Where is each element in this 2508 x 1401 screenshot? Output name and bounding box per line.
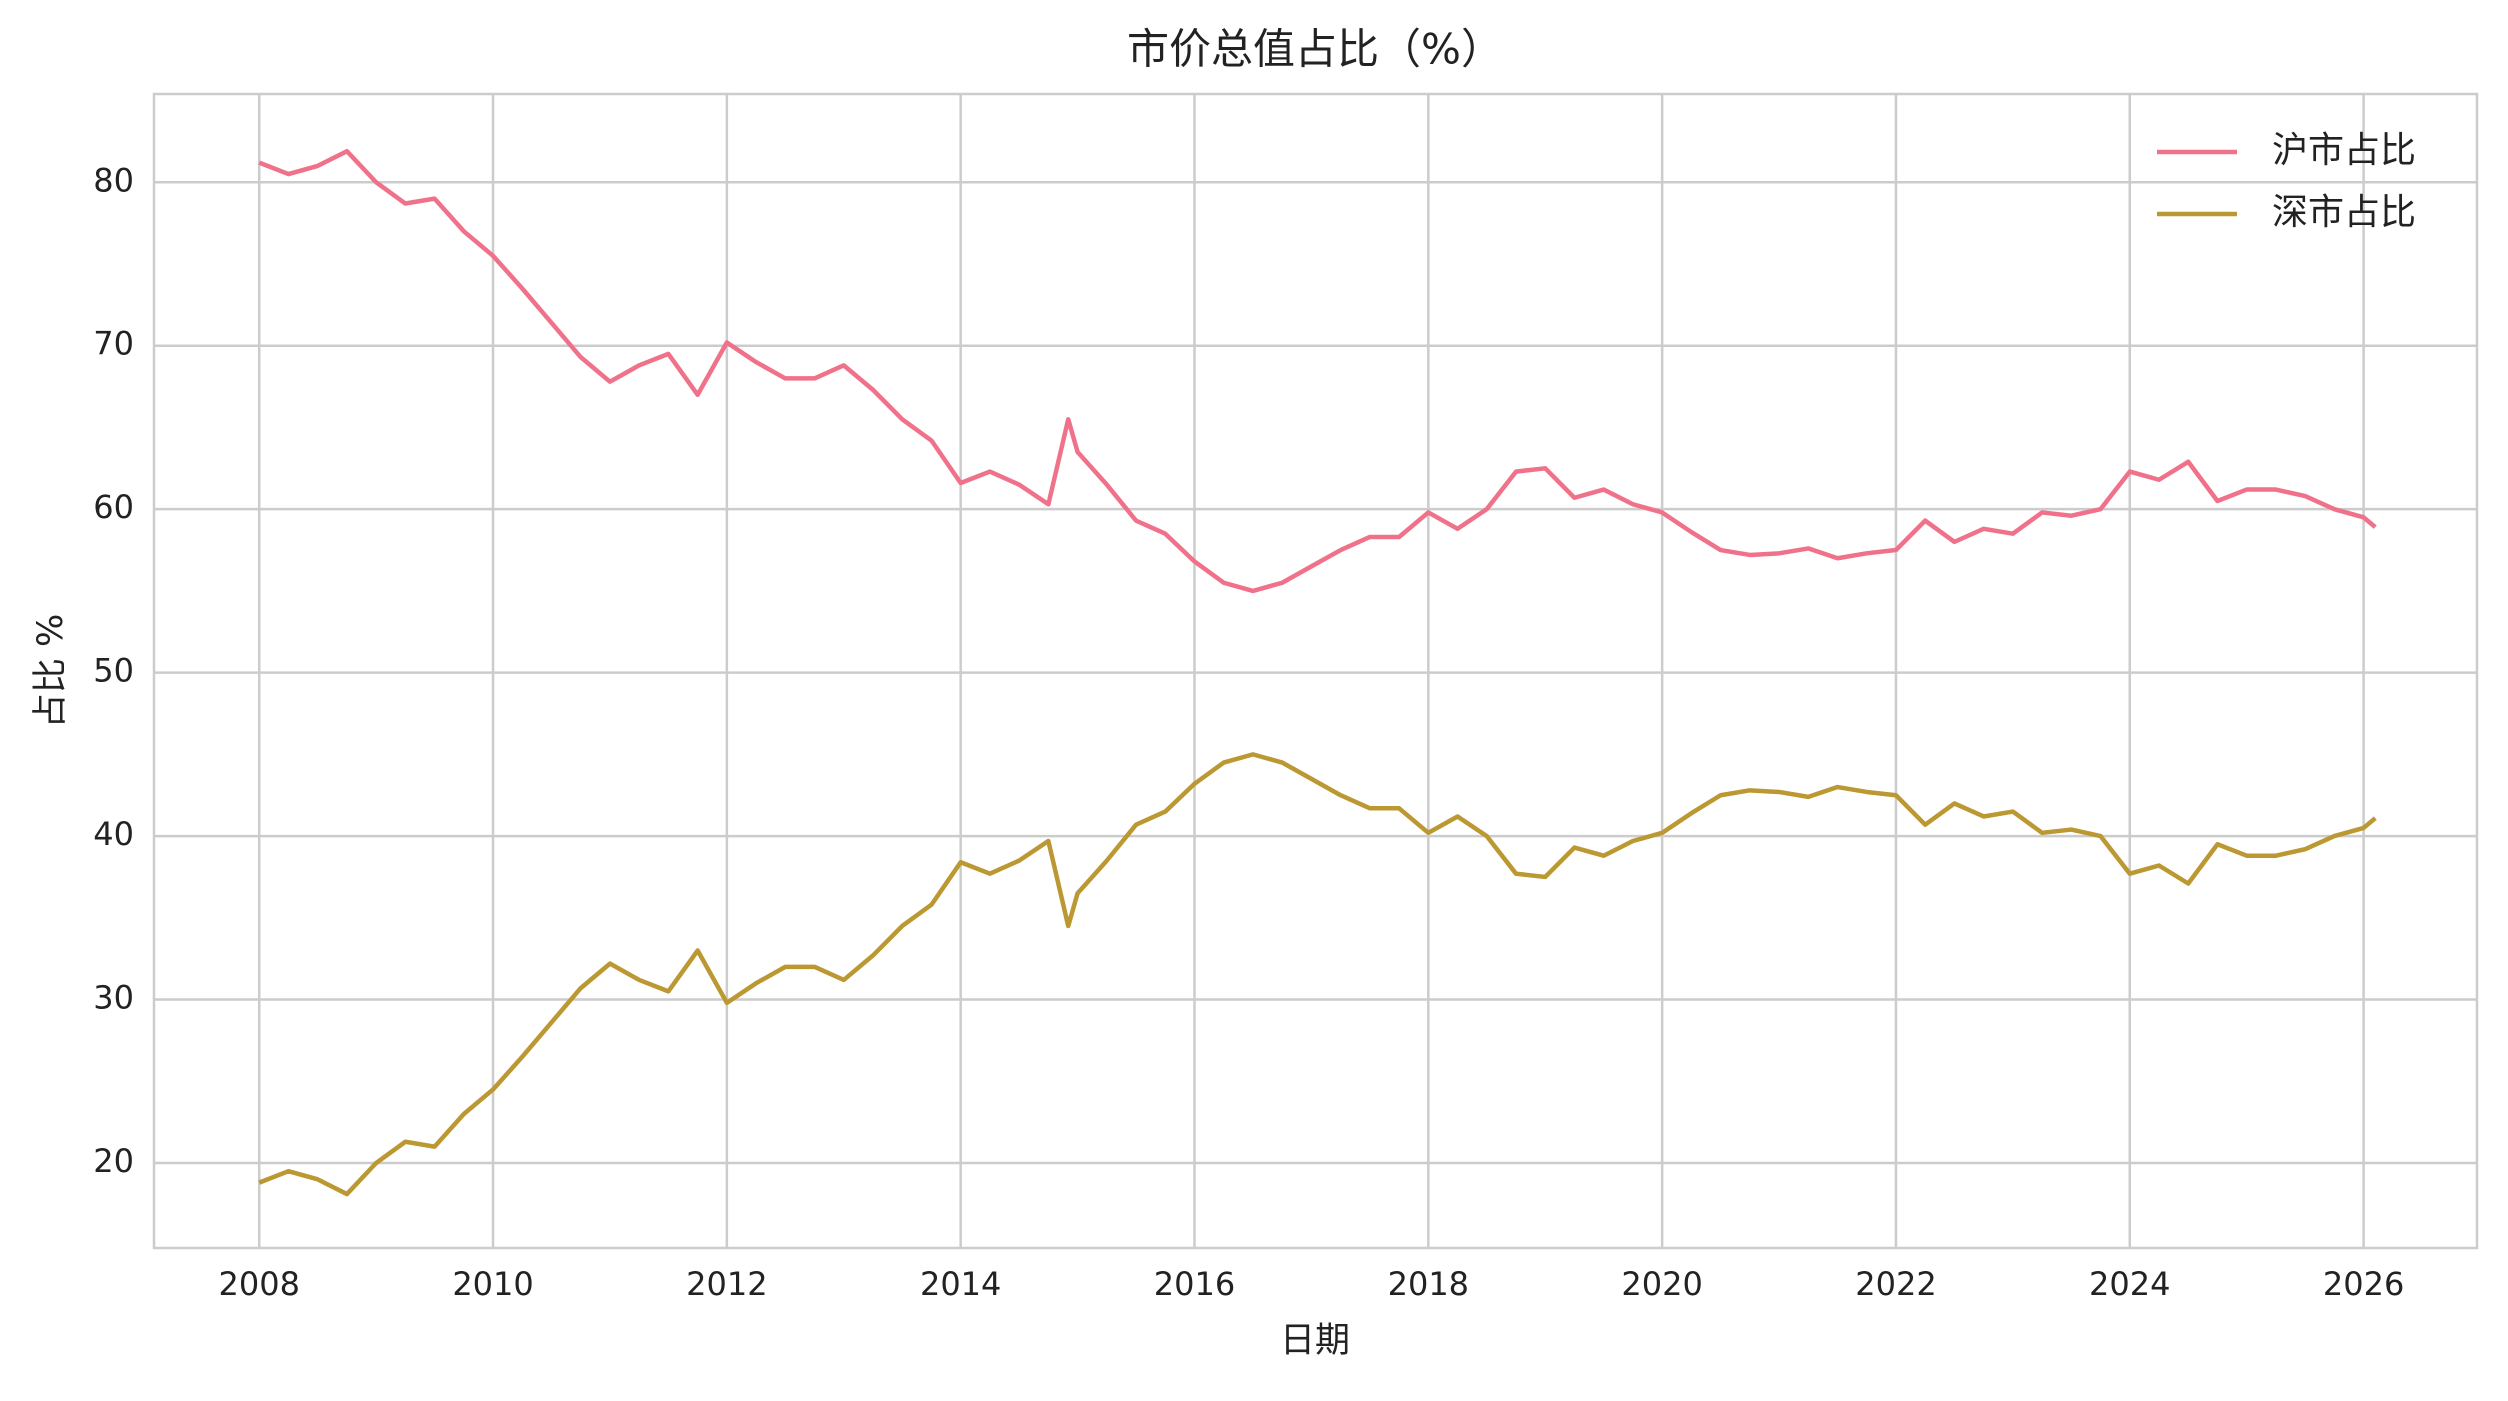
x-tick-label: 2018 [1388, 1265, 1469, 1303]
x-tick-label: 2024 [2089, 1265, 2170, 1303]
chart-title: 市价总值占比（%） [1127, 25, 1503, 74]
y-tick-label: 50 [93, 652, 134, 690]
x-tick-label: 2020 [1621, 1265, 1702, 1303]
y-tick-label: 70 [93, 325, 134, 363]
x-tick-label: 2008 [219, 1265, 300, 1303]
data-line [258, 752, 2377, 1197]
data-line [258, 148, 2377, 594]
x-tick-label: 2022 [1855, 1265, 1936, 1303]
x-axis-label: 日期 [1280, 1321, 1350, 1361]
x-tick-label: 2010 [452, 1265, 533, 1303]
legend-label: 深市占比 [2272, 192, 2416, 233]
x-tick-label: 2012 [686, 1265, 767, 1303]
x-tick-label: 2016 [1154, 1265, 1235, 1303]
x-tick-label: 2014 [920, 1265, 1001, 1303]
plot-frame [152, 92, 2479, 1250]
y-tick-label: 40 [93, 815, 134, 853]
x-tick-label: 2026 [2323, 1265, 2404, 1303]
legend-label: 沪市占比 [2272, 130, 2416, 171]
y-tick-label: 30 [93, 979, 134, 1017]
y-tick-label: 60 [93, 488, 134, 526]
y-tick-label: 80 [93, 161, 134, 199]
y-tick-label: 20 [93, 1142, 134, 1180]
y-axis-label: 占比 % [31, 614, 71, 728]
